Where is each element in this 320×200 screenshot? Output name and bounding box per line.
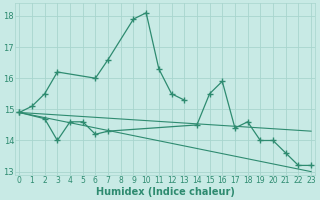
X-axis label: Humidex (Indice chaleur): Humidex (Indice chaleur) [96, 187, 235, 197]
